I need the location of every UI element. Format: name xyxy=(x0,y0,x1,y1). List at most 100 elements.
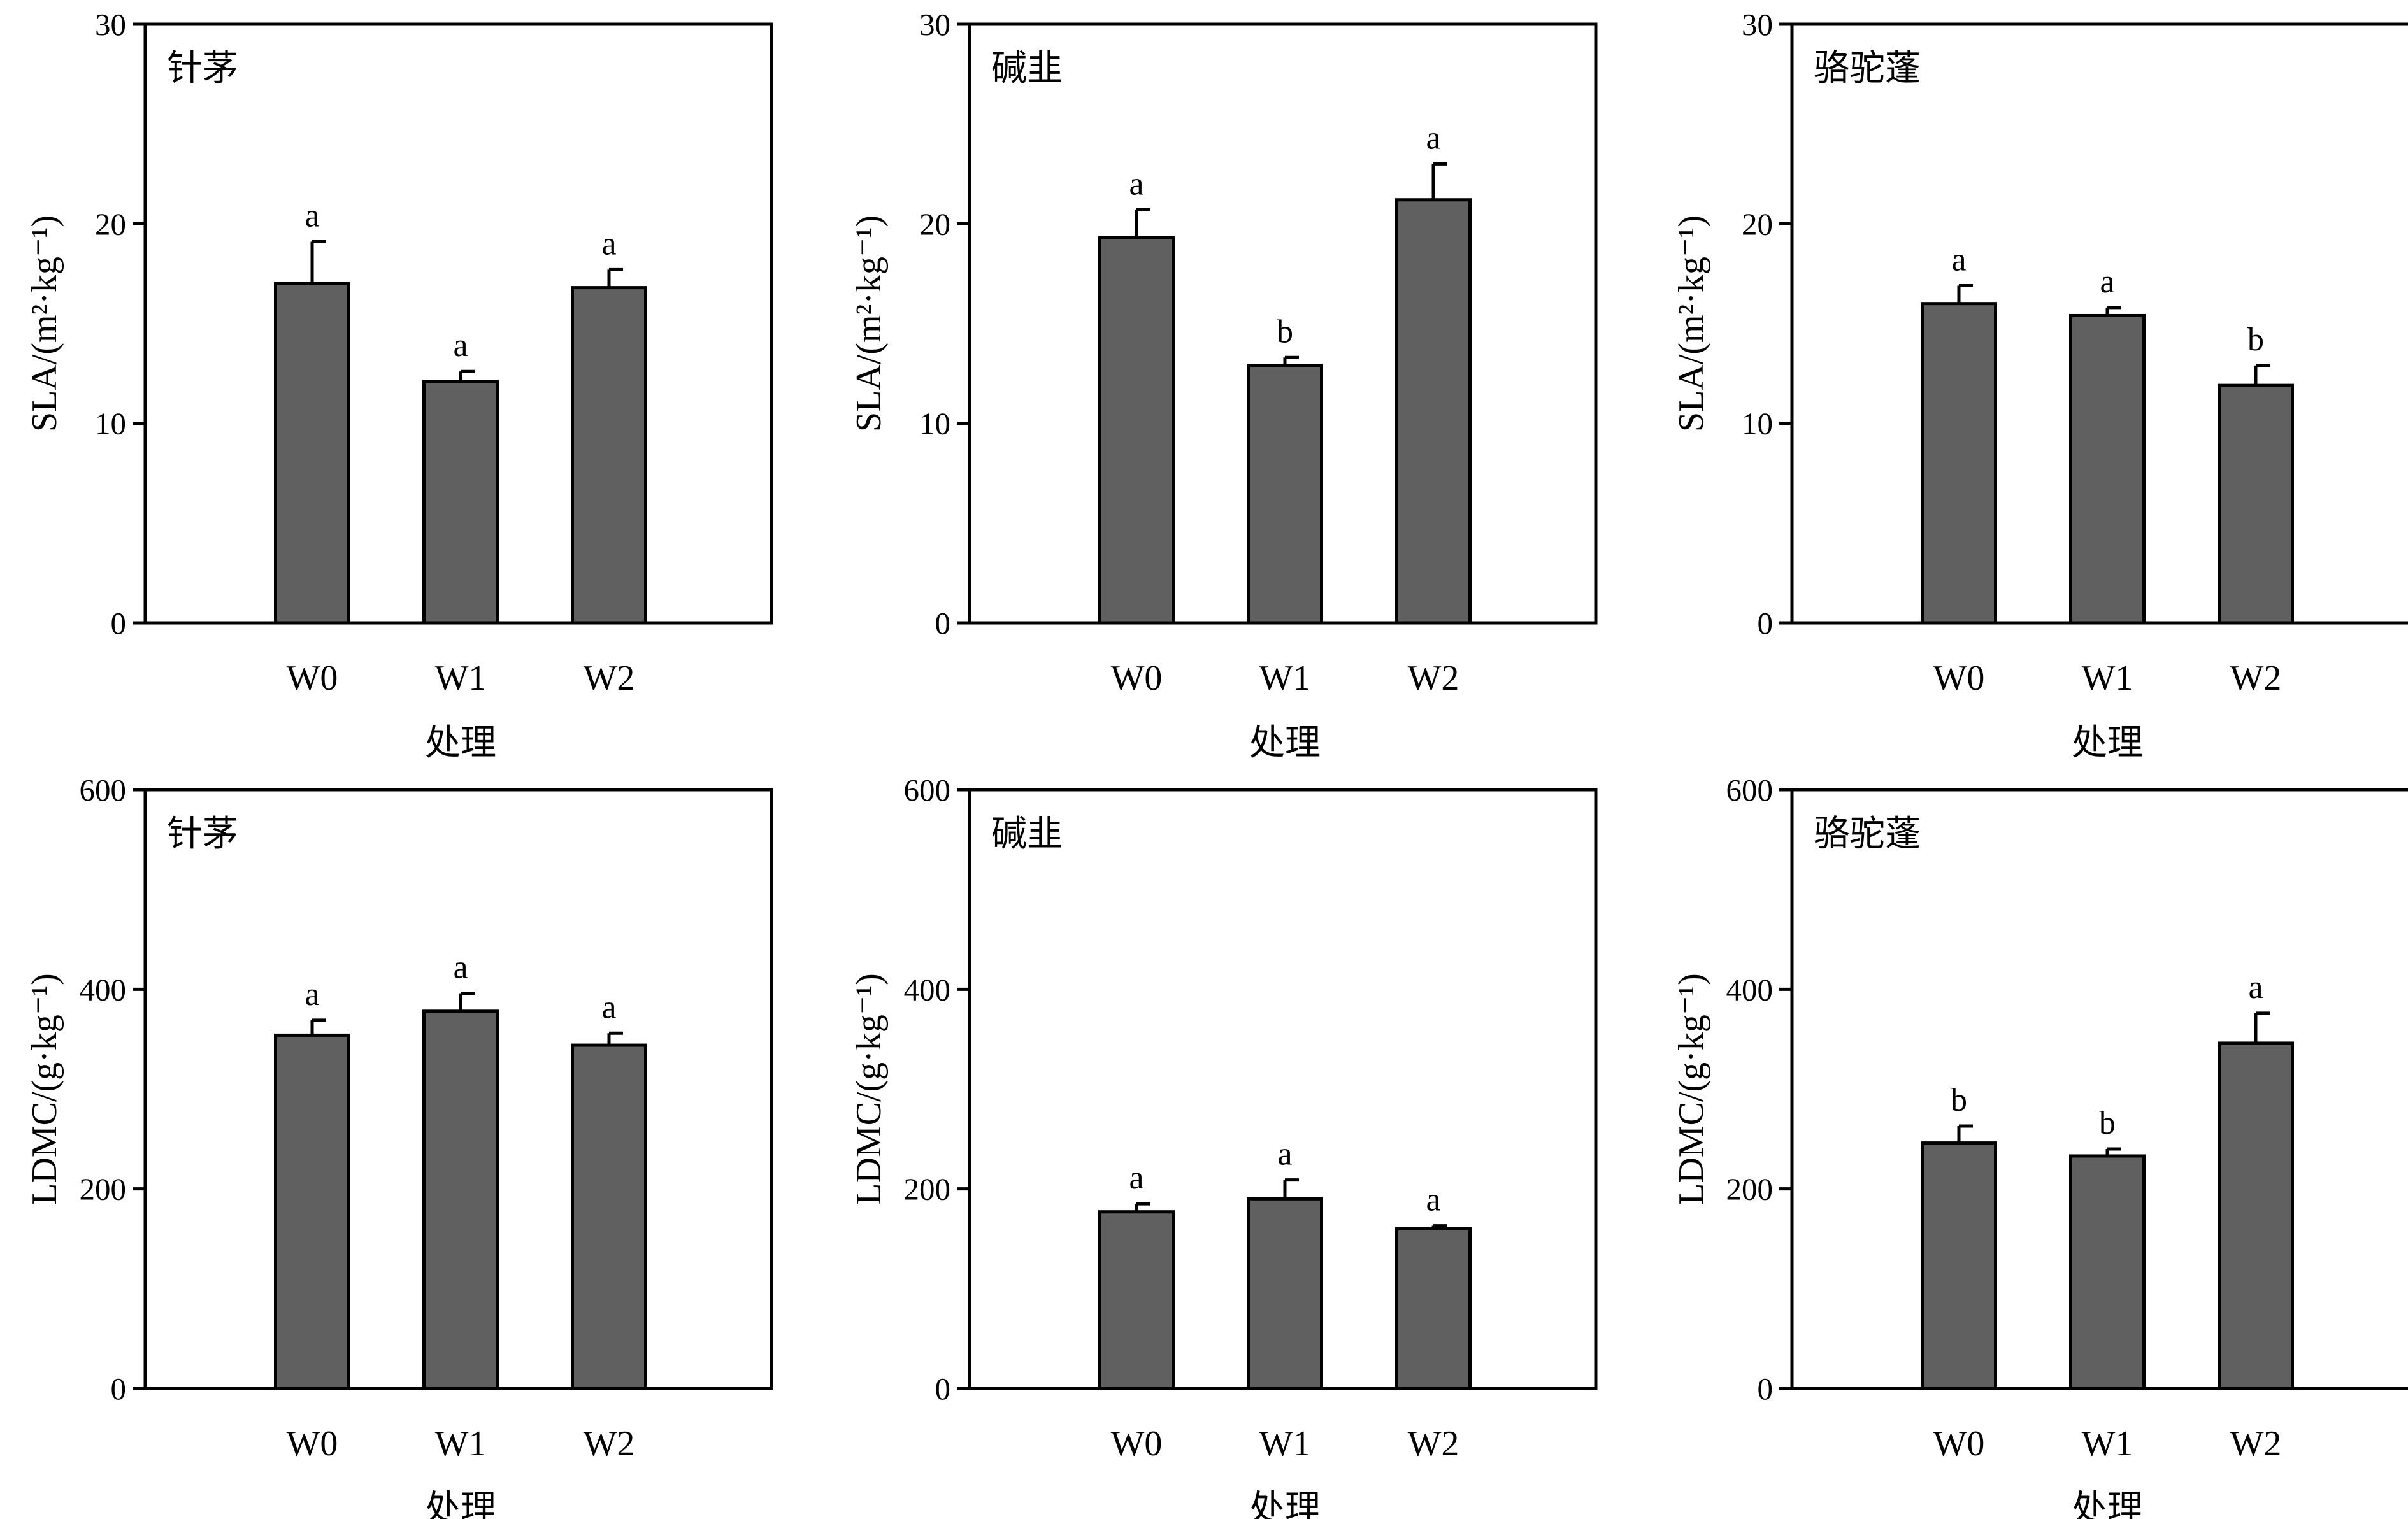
y-tick-label: 400 xyxy=(904,972,951,1007)
y-tick-label: 600 xyxy=(1726,773,1774,808)
y-tick-label: 0 xyxy=(935,606,951,641)
x-tick-label: W0 xyxy=(1111,1424,1163,1464)
bar-W2 xyxy=(2218,383,2294,625)
bar-W1 xyxy=(2069,1154,2146,1390)
chart-panel-5: 0 200 400 600 碱韭 LDMC/(g·kg⁻¹) 处理 a W0 a W1 a W2 xyxy=(849,773,1598,1519)
significance-label: b xyxy=(1277,313,1293,350)
y-axis-title: SLA/(m²·kg⁻¹) xyxy=(1672,215,1711,432)
x-axis-title: 处理 xyxy=(2072,724,2143,763)
significance-label: a xyxy=(2248,969,2263,1006)
chart-panel-2: 0 10 20 30 碱韭 SLA/(m²·kg⁻¹) 处理 a W0 b W1 a W2 xyxy=(849,7,1598,763)
x-tick-label: W0 xyxy=(287,659,338,698)
significance-label: a xyxy=(305,198,319,234)
y-tick-label: 20 xyxy=(919,206,950,241)
y-tick-label: 10 xyxy=(919,406,950,441)
significance-label: b xyxy=(1951,1082,1967,1118)
chart-panel-1: 0 10 20 30 针茅 SLA/(m²·kg⁻¹) 处理 a W0 a W1 a W2 xyxy=(25,7,773,763)
y-tick-label: 0 xyxy=(1758,606,1774,641)
x-tick-label: W1 xyxy=(1259,1424,1311,1464)
y-axis-title: LDMC/(g·kg⁻¹) xyxy=(25,973,64,1205)
y-axis-title: LDMC/(g·kg⁻¹) xyxy=(849,973,889,1205)
bar-W1 xyxy=(1247,364,1323,625)
bar-W0 xyxy=(1098,1210,1175,1390)
y-tick-label: 600 xyxy=(80,773,127,808)
x-axis-title: 处理 xyxy=(1249,724,1321,763)
bar-W0 xyxy=(274,282,350,625)
x-axis-title: 处理 xyxy=(1249,1489,1321,1519)
y-axis-title: SLA/(m²·kg⁻¹) xyxy=(25,215,64,432)
panel-label: 针茅 xyxy=(167,49,238,89)
x-axis-title: 处理 xyxy=(425,1489,496,1519)
panel-label: 碱韭 xyxy=(991,49,1063,89)
y-tick-label: 20 xyxy=(1742,206,1773,241)
significance-label: a xyxy=(1129,166,1143,202)
y-tick-label: 30 xyxy=(1742,7,1773,42)
bar-W1 xyxy=(2069,313,2146,625)
y-tick-label: 0 xyxy=(935,1371,951,1406)
x-tick-label: W0 xyxy=(1933,1424,1985,1464)
panel-label: 骆驼蓬 xyxy=(1814,815,1921,854)
significance-label: a xyxy=(453,950,468,986)
significance-label: a xyxy=(1426,1182,1440,1218)
significance-label: a xyxy=(305,976,319,1013)
x-tick-label: W2 xyxy=(2230,1424,2282,1464)
panel-label: 针茅 xyxy=(167,815,238,854)
significance-label: a xyxy=(1277,1136,1292,1173)
chart-panel-4: 0 200 400 600 针茅 LDMC/(g·kg⁻¹) 处理 a W0 a W1 a W2 xyxy=(25,773,773,1519)
x-axis-title: 处理 xyxy=(425,724,496,763)
x-tick-label: W0 xyxy=(1933,659,1985,698)
chart-panel-3: 0 10 20 30 骆驼蓬 SLA/(m²·kg⁻¹) 处理 a W0 a W1 b W2 xyxy=(1672,7,2408,763)
x-tick-label: W0 xyxy=(1111,659,1163,698)
x-tick-label: W2 xyxy=(2230,659,2282,698)
y-axis-title: SLA/(m²·kg⁻¹) xyxy=(849,215,889,432)
x-tick-label: W1 xyxy=(2082,1424,2133,1464)
y-tick-label: 30 xyxy=(95,7,126,42)
bar-W1 xyxy=(1247,1197,1323,1390)
y-tick-label: 0 xyxy=(111,606,127,641)
x-tick-label: W2 xyxy=(584,659,635,698)
significance-label: a xyxy=(1426,120,1440,156)
bar-W1 xyxy=(422,1009,499,1390)
x-tick-label: W1 xyxy=(435,1424,487,1464)
y-tick-label: 200 xyxy=(80,1172,127,1207)
y-tick-label: 400 xyxy=(80,972,127,1007)
y-tick-label: 20 xyxy=(95,206,126,241)
x-tick-label: W2 xyxy=(1408,1424,1459,1464)
bar-W2 xyxy=(2218,1041,2294,1390)
bar-W0 xyxy=(1921,1141,1997,1390)
y-tick-label: 0 xyxy=(111,1371,127,1406)
x-tick-label: W1 xyxy=(1259,659,1311,698)
significance-label: a xyxy=(1129,1160,1143,1196)
x-axis-title: 处理 xyxy=(2072,1489,2143,1519)
bar-W0 xyxy=(1921,302,1997,625)
y-tick-label: 200 xyxy=(1726,1172,1774,1207)
y-tick-label: 30 xyxy=(919,7,950,42)
x-tick-label: W1 xyxy=(2082,659,2133,698)
significance-label: b xyxy=(2099,1105,2116,1141)
y-axis-title: LDMC/(g·kg⁻¹) xyxy=(1672,973,1711,1205)
y-tick-label: 10 xyxy=(1742,406,1773,441)
x-tick-label: W0 xyxy=(287,1424,338,1464)
bar-W2 xyxy=(1395,198,1472,625)
significance-label: a xyxy=(601,989,616,1025)
x-tick-label: W1 xyxy=(435,659,487,698)
significance-label: a xyxy=(601,225,616,262)
bar-W2 xyxy=(571,286,647,625)
panel-label: 骆驼蓬 xyxy=(1814,49,1921,89)
y-tick-label: 400 xyxy=(1726,972,1774,1007)
y-tick-label: 200 xyxy=(904,1172,951,1207)
bar-W0 xyxy=(274,1033,350,1390)
y-tick-label: 0 xyxy=(1758,1371,1774,1406)
bar-W1 xyxy=(422,380,499,625)
panel-label: 碱韭 xyxy=(991,815,1063,854)
significance-label: b xyxy=(2247,322,2264,358)
y-tick-label: 10 xyxy=(95,406,126,441)
bar-W2 xyxy=(1395,1227,1472,1390)
chart-panel-6: 0 200 400 600 骆驼蓬 LDMC/(g·kg⁻¹) 处理 b W0 b W1 a W2 xyxy=(1672,773,2408,1519)
bar-W0 xyxy=(1098,236,1175,625)
bar-W2 xyxy=(571,1043,647,1390)
x-tick-label: W2 xyxy=(584,1424,635,1464)
y-tick-label: 600 xyxy=(904,773,951,808)
x-tick-label: W2 xyxy=(1408,659,1459,698)
